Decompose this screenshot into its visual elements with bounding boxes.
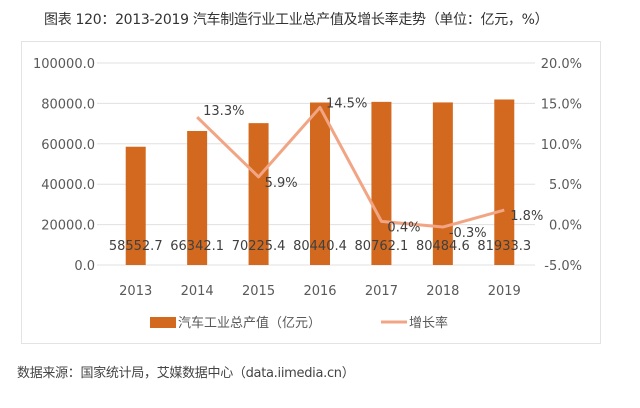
bar bbox=[494, 99, 515, 265]
left-tick-label: 40000.0 bbox=[41, 178, 95, 193]
bar-data-label: 66342.1 bbox=[170, 239, 224, 254]
left-tick-label: 0.0 bbox=[74, 259, 95, 274]
chart-frame bbox=[21, 41, 601, 344]
legend-bar-swatch bbox=[150, 317, 176, 328]
growth-rate-line bbox=[196, 105, 505, 229]
bar-data-label: 80762.1 bbox=[355, 239, 409, 254]
left-tick-label: 20000.0 bbox=[41, 219, 95, 234]
x-tick-label: 2015 bbox=[242, 284, 275, 299]
bar-data-label: 80440.4 bbox=[293, 239, 347, 254]
x-tick-label: 2017 bbox=[365, 284, 398, 299]
line-data-label: 13.3% bbox=[203, 104, 244, 119]
right-tick-label: 5.0% bbox=[549, 178, 582, 193]
bar bbox=[310, 102, 330, 265]
line-data-label: 1.8% bbox=[510, 209, 543, 224]
legend-bar-label: 汽车工业总产值（亿元） bbox=[178, 315, 321, 331]
bar bbox=[371, 101, 392, 265]
left-tick-label: 60000.0 bbox=[41, 138, 95, 153]
chart-title: 图表 120：2013-2019 汽车制造行业工业总产值及增长率走势（单位：亿元… bbox=[44, 12, 549, 28]
x-tick-label: 2014 bbox=[181, 284, 214, 299]
bar bbox=[125, 146, 146, 265]
bar-data-label: 70225.4 bbox=[232, 239, 286, 254]
line-data-label: -0.3% bbox=[449, 226, 487, 241]
right-tick-label: 15.0% bbox=[541, 97, 582, 112]
left-tick-label: 100000.0 bbox=[33, 57, 95, 72]
bar bbox=[248, 123, 269, 266]
right-tick-label: 20.0% bbox=[541, 57, 582, 72]
x-tick-label: 2018 bbox=[426, 284, 459, 299]
right-tick-label: 10.0% bbox=[541, 138, 582, 153]
line-data-label: 14.5% bbox=[326, 96, 367, 111]
bar bbox=[187, 130, 208, 265]
right-tick-label: 0.0% bbox=[549, 219, 582, 234]
x-tick-label: 2013 bbox=[119, 284, 152, 299]
bar-data-label: 81933.3 bbox=[477, 239, 531, 254]
x-tick-label: 2019 bbox=[488, 284, 521, 299]
bar-data-label: 80484.6 bbox=[416, 239, 470, 254]
right-tick-label: -5.0% bbox=[544, 259, 582, 274]
left-tick-label: 80000.0 bbox=[41, 97, 95, 112]
line-data-label: 5.9% bbox=[265, 176, 298, 191]
line-data-label: 0.4% bbox=[387, 220, 420, 235]
legend-line-label: 增长率 bbox=[409, 315, 448, 331]
source-note: 数据来源：国家统计局，艾媒数据中心（data.iimedia.cn） bbox=[17, 366, 355, 381]
bar-data-label: 58552.7 bbox=[109, 239, 163, 254]
x-tick-label: 2016 bbox=[303, 284, 336, 299]
